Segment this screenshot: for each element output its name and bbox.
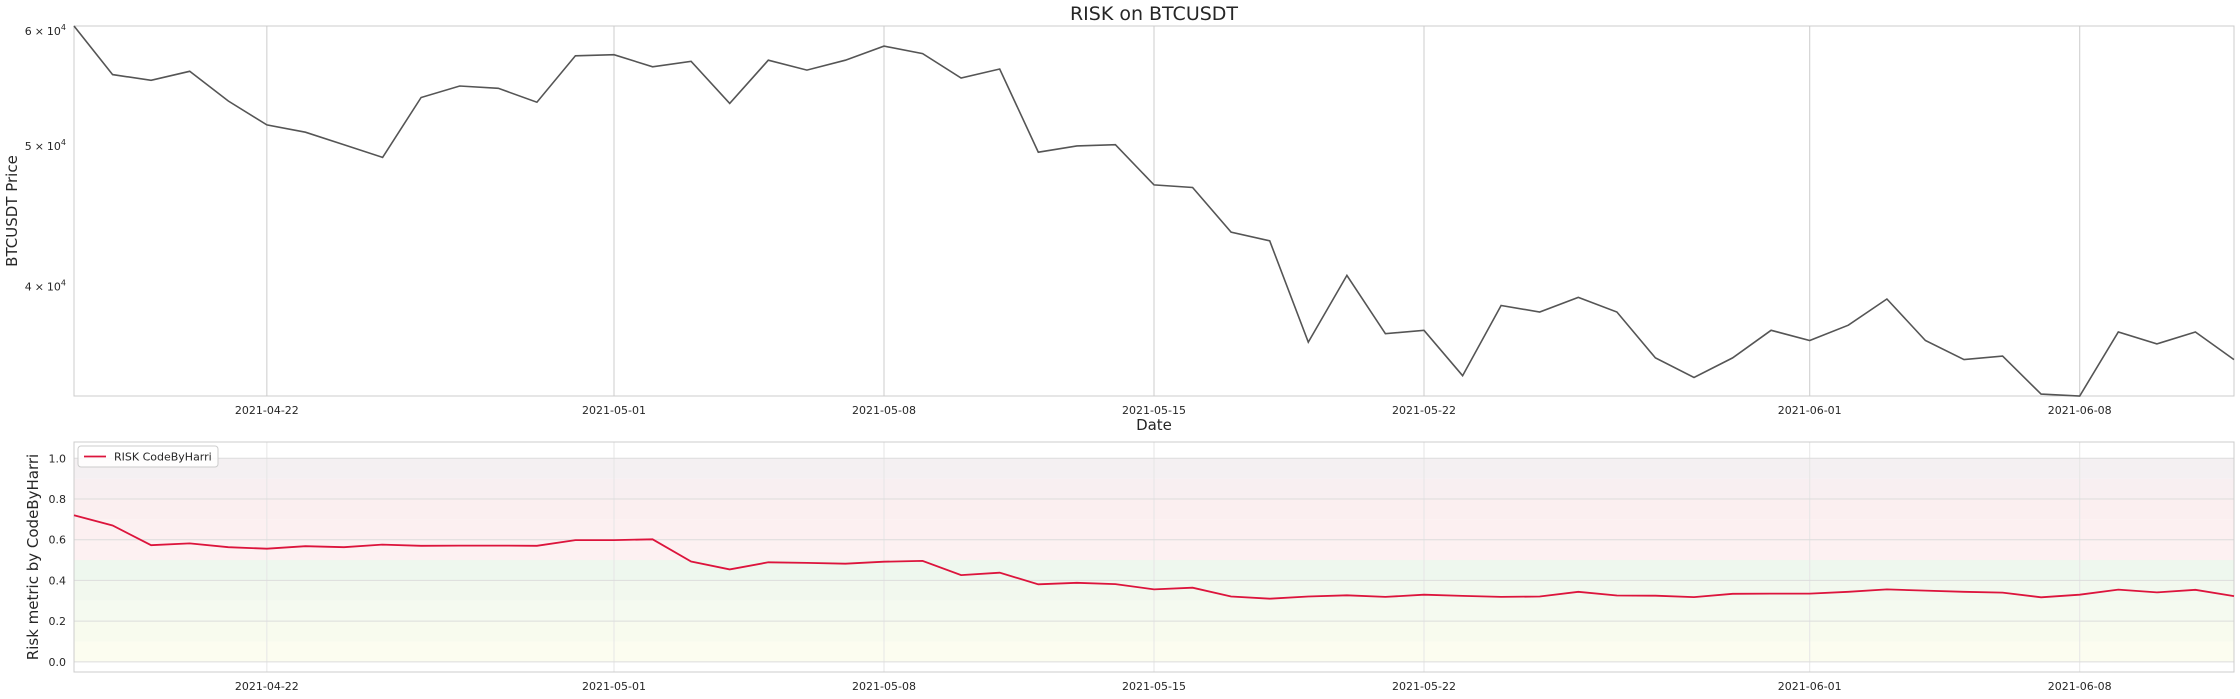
risk-y-tick-labels: 0.0 0.2 0.4 0.6 0.8 1.0 [49,452,67,669]
tick-base: 10 [47,140,61,153]
price-x-tick-label: 2021-05-15 [1122,404,1186,417]
risk-y-tick-label: 0.6 [49,534,67,547]
price-series-line [73,25,2235,397]
price-y-tick-label: 5 × 104 [25,138,66,153]
price-x-tick-label: 2021-06-01 [1778,404,1842,417]
risk-plot-frame [73,441,2235,673]
risk-x-tick-label: 2021-06-01 [1778,680,1842,693]
risk-x-tick-label: 2021-05-01 [582,680,646,693]
tick-exp: 4 [61,138,66,147]
tick-mantissa: 5 [25,140,32,153]
tick-times: × [35,140,44,153]
price-x-tick-label: 2021-05-01 [582,404,646,417]
price-chart: 2021-04-22 2021-05-01 2021-05-08 2021-05-15… [3,3,2235,434]
tick-mantissa: 4 [25,280,32,293]
risk-series-line [73,514,2235,600]
price-x-tick-label: 2021-06-08 [2048,404,2112,417]
risk-chart: 2021-04-22 2021-05-01 2021-05-08 2021-05-15… [24,441,2235,693]
risk-x-tick-label: 2021-04-22 [235,680,299,693]
risk-legend: RISK CodeByHarri [77,445,219,468]
legend-label: RISK CodeByHarri [114,451,212,464]
risk-y-tick-label: 0.2 [49,615,67,628]
risk-x-tick-label: 2021-05-22 [1392,680,1456,693]
risk-y-tick-label: 0.4 [49,574,67,587]
risk-x-tick-labels: 2021-04-22 2021-05-01 2021-05-08 2021-05-15… [235,680,2112,693]
price-x-tick-label: 2021-04-22 [235,404,299,417]
risk-x-tick-label: 2021-05-08 [852,680,916,693]
tick-exp: 4 [61,23,66,32]
price-x-tick-label: 2021-05-08 [852,404,916,417]
legend-box [77,445,219,468]
risk-y-tick-label: 0.0 [49,656,67,669]
price-x-tick-label: 2021-05-22 [1392,404,1456,417]
price-y-tick-label: 6 × 104 [25,23,66,38]
risk-x-tick-label: 2021-05-15 [1122,680,1186,693]
tick-mantissa: 6 [25,25,32,38]
risk-y-tick-label: 0.8 [49,493,67,506]
price-grid [266,26,2081,396]
tick-times: × [35,280,44,293]
risk-x-tick-label: 2021-06-08 [2048,680,2112,693]
price-y-tick-label: 4 × 104 [25,278,66,293]
risk-y-tick-label: 1.0 [49,452,67,465]
price-x-axis-label: Date [1136,416,1172,434]
price-x-tick-labels: 2021-04-22 2021-05-01 2021-05-08 2021-05-15… [235,404,2112,417]
risk-y-axis-label: Risk metric by CodeByHarri [24,454,42,660]
tick-exp: 4 [61,278,66,287]
tick-times: × [35,25,44,38]
tick-base: 10 [47,280,61,293]
risk-grid [74,442,2234,672]
chart-title: RISK on BTCUSDT [1070,3,1238,25]
tick-base: 10 [47,25,61,38]
price-y-axis-label: BTCUSDT Price [3,155,21,267]
